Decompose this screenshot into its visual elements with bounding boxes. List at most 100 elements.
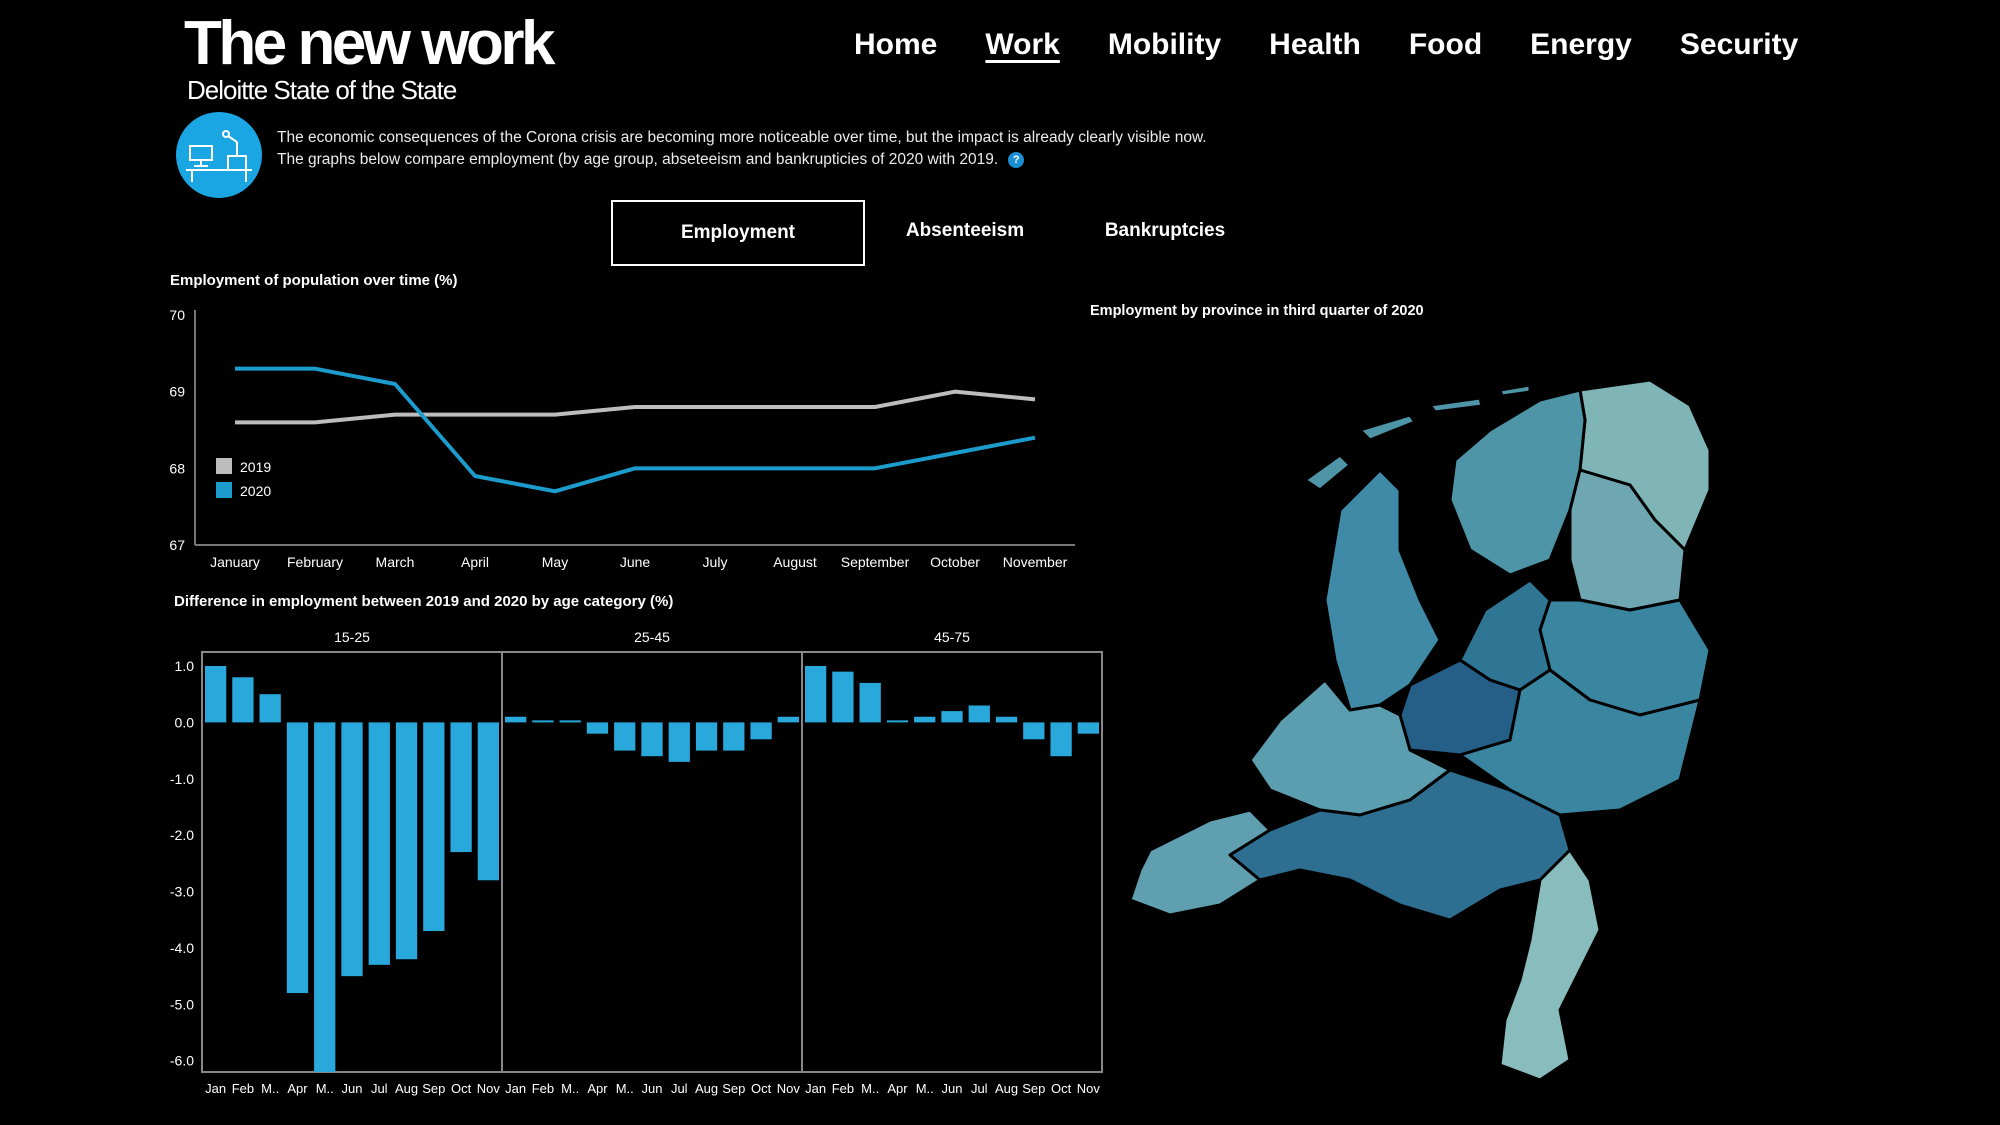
bar — [1023, 722, 1045, 740]
page-subtitle: Deloitte State of the State — [187, 75, 457, 105]
x-tick-label: Apr — [887, 1081, 908, 1096]
legend-label-2020: 2020 — [240, 483, 271, 499]
province-wadden-islands — [1303, 383, 1532, 492]
bar — [723, 722, 745, 751]
bar — [750, 722, 772, 740]
bar — [941, 711, 963, 723]
x-tick-label: September — [841, 554, 910, 570]
bar — [450, 722, 472, 853]
x-tick-label: Oct — [751, 1081, 772, 1096]
page-title: The new work — [184, 9, 555, 78]
bar — [995, 716, 1018, 723]
x-tick-label: Sep — [722, 1081, 745, 1096]
province-noord-holland — [1323, 468, 1442, 712]
bar — [641, 722, 663, 757]
x-tick-label: Jul — [371, 1081, 388, 1096]
x-tick-label: July — [703, 554, 728, 570]
x-tick-label: Aug — [695, 1081, 718, 1096]
x-tick-label: Jun — [342, 1081, 363, 1096]
bar — [586, 722, 609, 734]
nav-security[interactable]: Security — [1679, 28, 1799, 61]
bar — [477, 722, 499, 881]
legend-label-2019: 2019 — [240, 459, 271, 475]
bar — [832, 671, 854, 723]
nav-mobility[interactable]: Mobility — [1107, 28, 1222, 61]
main-nav: Home Work Mobility Health Food Energy Se… — [854, 28, 1798, 62]
panel-title-25-45: 25-45 — [634, 629, 670, 645]
x-tick-label: Oct — [451, 1081, 472, 1096]
x-tick-label: October — [930, 554, 980, 570]
bar — [205, 666, 227, 723]
panel-title-45-75: 45-75 — [934, 629, 970, 645]
bar — [859, 682, 881, 723]
x-tick-label: Jun — [642, 1081, 663, 1096]
x-tick-label: M.. — [261, 1081, 279, 1096]
info-icon[interactable]: ? — [1008, 152, 1025, 168]
intro-line-2: The graphs below compare employment (by … — [277, 149, 1207, 171]
tab-absenteeism[interactable]: Absenteeism — [905, 220, 1025, 241]
bar — [668, 722, 690, 762]
nav-food[interactable]: Food — [1408, 28, 1483, 61]
bar — [505, 716, 527, 723]
y-tick-label: -2.0 — [170, 827, 194, 843]
x-tick-label: Jan — [205, 1081, 226, 1096]
y-tick-label: -4.0 — [170, 940, 194, 956]
x-tick-label: Apr — [287, 1081, 308, 1096]
nav-health[interactable]: Health — [1269, 28, 1361, 61]
bar — [532, 720, 554, 723]
bar — [695, 722, 718, 751]
province-limburg — [1498, 848, 1602, 1082]
intro-line-1: The economic consequences of the Corona … — [277, 129, 1207, 146]
bar-chart-title: Difference in employment between 2019 an… — [174, 593, 674, 610]
y-tick-label: -1.0 — [170, 771, 194, 787]
bar — [232, 677, 254, 723]
x-tick-label: Nov — [777, 1081, 801, 1096]
x-tick-label: M.. — [316, 1081, 334, 1096]
x-tick-label: May — [542, 554, 568, 570]
bar-chart-frame — [201, 651, 1103, 1073]
x-tick-label: Aug — [995, 1081, 1018, 1096]
panel-title-15-25: 15-25 — [334, 629, 370, 645]
netherlands-province-map — [1128, 378, 1712, 1082]
line-chart-title: Employment of population over time (%) — [170, 272, 458, 289]
x-tick-label: Jan — [505, 1081, 526, 1096]
x-tick-label: Feb — [532, 1081, 554, 1096]
bar — [886, 720, 909, 723]
x-tick-label: M.. — [861, 1081, 879, 1096]
nav-home[interactable]: Home — [854, 28, 938, 61]
nav-work[interactable]: Work — [985, 28, 1060, 61]
x-tick-label: Oct — [1051, 1081, 1072, 1096]
x-tick-label: February — [287, 554, 343, 570]
legend-swatch-2019 — [216, 458, 232, 474]
series-line-2019 — [235, 389, 1036, 425]
x-tick-label: January — [210, 554, 260, 570]
bar — [341, 722, 363, 977]
x-tick-label: Jul — [971, 1081, 988, 1096]
bar — [777, 716, 799, 723]
bar — [1050, 722, 1072, 757]
bar — [423, 722, 445, 932]
map-title: Employment by province in third quarter … — [1090, 303, 1424, 319]
x-tick-label: August — [773, 554, 817, 570]
bar — [914, 716, 936, 723]
province-gelderland — [1458, 668, 1702, 817]
y-tick-label: 69 — [169, 384, 185, 400]
y-tick-label: 67 — [169, 537, 185, 553]
tab-employment[interactable]: Employment — [611, 200, 865, 266]
legend-swatch-2020 — [216, 482, 232, 498]
x-tick-label: March — [376, 554, 415, 570]
nav-energy[interactable]: Energy — [1530, 28, 1632, 61]
x-tick-label: M.. — [916, 1081, 934, 1096]
bar — [614, 722, 636, 751]
y-tick-label: -6.0 — [170, 1053, 194, 1069]
tab-bankruptcies[interactable]: Bankruptcies — [1104, 220, 1226, 241]
y-tick-label: 70 — [169, 307, 185, 323]
y-tick-label: -5.0 — [170, 996, 194, 1012]
y-tick-label: -3.0 — [170, 884, 194, 900]
bar — [314, 722, 336, 1072]
x-tick-label: Sep — [422, 1081, 445, 1096]
x-tick-label: June — [620, 554, 651, 570]
bar — [968, 705, 990, 723]
x-tick-label: Feb — [832, 1081, 854, 1096]
series-line-2020 — [235, 366, 1036, 494]
